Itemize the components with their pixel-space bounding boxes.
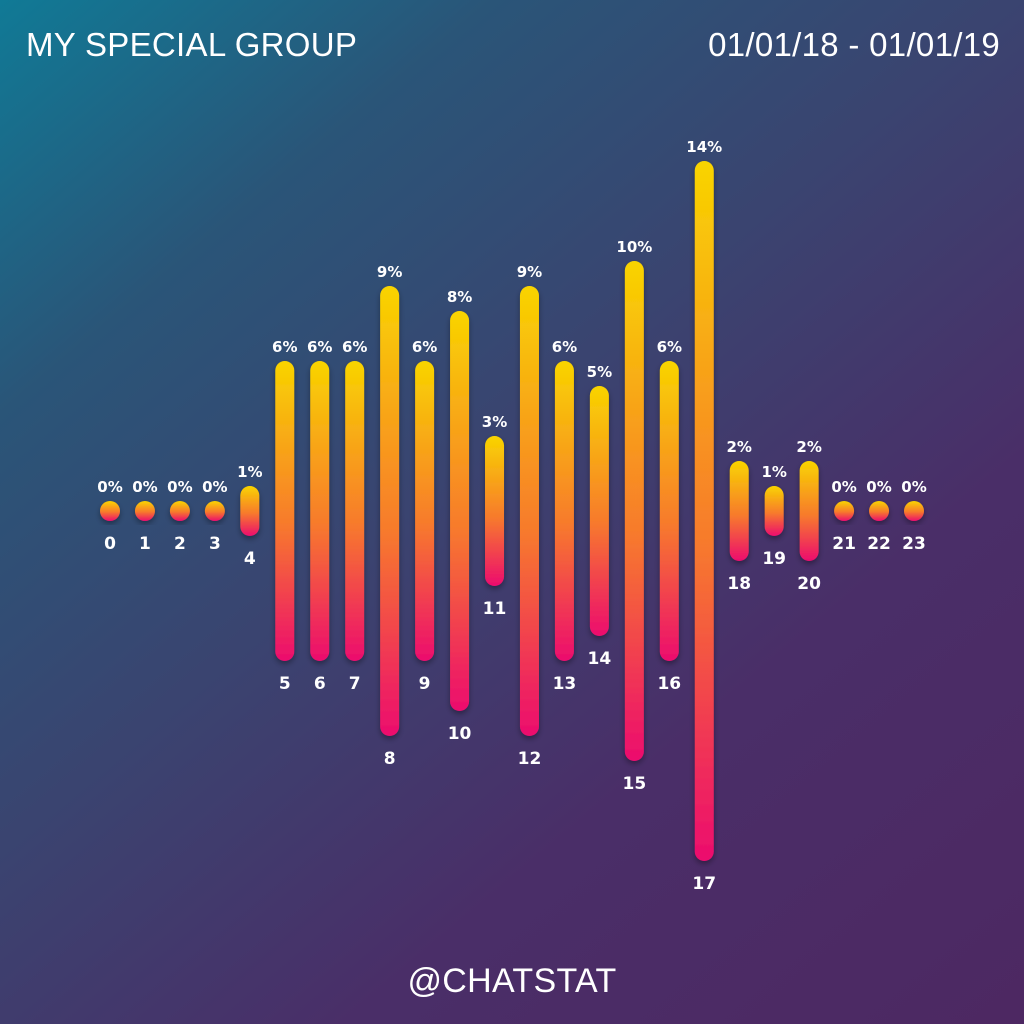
bar-hour-4 xyxy=(240,486,260,536)
value-label-hour-10: 8% xyxy=(447,288,472,306)
hour-label-8: 8 xyxy=(384,749,396,769)
bar-hour-15 xyxy=(624,261,644,761)
hour-label-7: 7 xyxy=(349,674,361,694)
value-label-hour-11: 3% xyxy=(482,413,507,431)
hour-label-4: 4 xyxy=(244,549,256,569)
hour-label-2: 2 xyxy=(174,534,186,554)
bar-hour-19 xyxy=(764,486,784,536)
hour-label-21: 21 xyxy=(832,534,856,554)
hour-label-18: 18 xyxy=(727,574,751,594)
value-label-hour-2: 0% xyxy=(167,478,192,496)
hour-label-19: 19 xyxy=(762,549,786,569)
bar-hour-8 xyxy=(380,286,400,736)
bar-hour-22 xyxy=(869,501,890,521)
value-label-hour-3: 0% xyxy=(202,478,227,496)
value-label-hour-22: 0% xyxy=(866,478,891,496)
bar-hour-10 xyxy=(450,311,470,711)
value-label-hour-7: 6% xyxy=(342,338,367,356)
date-range: 01/01/18 - 01/01/19 xyxy=(708,26,1000,63)
hour-label-6: 6 xyxy=(314,674,326,694)
bar-hour-5 xyxy=(275,361,295,661)
bar-hour-3 xyxy=(204,501,225,521)
bar-hour-6 xyxy=(310,361,330,661)
hour-label-16: 16 xyxy=(657,674,681,694)
bar-hour-21 xyxy=(834,501,855,521)
hour-label-3: 3 xyxy=(209,534,221,554)
value-label-hour-16: 6% xyxy=(657,338,682,356)
hour-label-17: 17 xyxy=(692,874,716,894)
value-label-hour-20: 2% xyxy=(796,438,821,456)
hour-label-0: 0 xyxy=(104,534,116,554)
value-label-hour-17: 14% xyxy=(686,138,722,156)
bar-hour-11 xyxy=(485,436,505,586)
bar-hour-1 xyxy=(134,501,155,521)
value-label-hour-12: 9% xyxy=(517,263,542,281)
bar-hour-2 xyxy=(169,501,190,521)
hour-label-10: 10 xyxy=(448,724,472,744)
value-label-hour-5: 6% xyxy=(272,338,297,356)
value-label-hour-21: 0% xyxy=(831,478,856,496)
hour-label-9: 9 xyxy=(419,674,431,694)
hour-label-15: 15 xyxy=(623,774,647,794)
bar-hour-14 xyxy=(589,386,609,636)
hour-label-23: 23 xyxy=(902,534,926,554)
value-label-hour-23: 0% xyxy=(901,478,926,496)
bar-hour-13 xyxy=(554,361,574,661)
value-label-hour-4: 1% xyxy=(237,463,262,481)
chart-title: MY SPECIAL GROUP xyxy=(26,26,358,63)
value-label-hour-8: 9% xyxy=(377,263,402,281)
value-label-hour-14: 5% xyxy=(587,363,612,381)
value-label-hour-9: 6% xyxy=(412,338,437,356)
hour-label-11: 11 xyxy=(483,599,507,619)
bar-hour-12 xyxy=(519,286,539,736)
bars-group: 0%00%10%20%31%46%56%66%79%86%98%103%119%… xyxy=(97,138,926,894)
hour-label-22: 22 xyxy=(867,534,891,554)
hour-label-1: 1 xyxy=(139,534,151,554)
hour-label-14: 14 xyxy=(588,649,612,669)
bar-hour-20 xyxy=(799,461,819,561)
bar-hour-7 xyxy=(345,361,365,661)
bar-hour-9 xyxy=(415,361,435,661)
value-label-hour-13: 6% xyxy=(552,338,577,356)
bar-hour-0 xyxy=(100,501,120,521)
bar-hour-18 xyxy=(729,461,749,561)
hour-label-13: 13 xyxy=(553,674,577,694)
hour-label-20: 20 xyxy=(797,574,821,594)
bar-hour-17 xyxy=(694,161,714,861)
value-label-hour-1: 0% xyxy=(132,478,157,496)
value-label-hour-18: 2% xyxy=(726,438,751,456)
bar-hour-16 xyxy=(659,361,679,661)
value-label-hour-19: 1% xyxy=(761,463,786,481)
footer-handle: @CHATSTAT xyxy=(407,962,617,1000)
value-label-hour-15: 10% xyxy=(616,238,652,256)
hour-label-12: 12 xyxy=(518,749,542,769)
value-label-hour-0: 0% xyxy=(97,478,122,496)
value-label-hour-6: 6% xyxy=(307,338,332,356)
bar-hour-23 xyxy=(904,501,924,521)
hour-label-5: 5 xyxy=(279,674,291,694)
